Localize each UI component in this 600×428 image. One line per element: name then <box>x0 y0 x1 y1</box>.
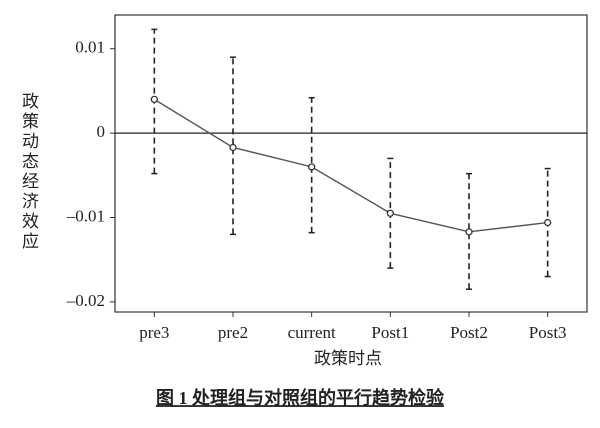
x-tick-label: pre2 <box>218 323 248 342</box>
caption: 图 1 处理组与对照组的平行趋势检验 <box>156 387 445 408</box>
y-tick-label: –0.02 <box>66 291 105 310</box>
point <box>465 228 473 236</box>
point <box>308 163 316 171</box>
y-tick-label: 0.01 <box>75 38 105 57</box>
point <box>544 218 552 227</box>
x-axis-label: 政策时点 <box>314 349 382 368</box>
trend-line <box>153 98 548 233</box>
y-tick-label: 0 <box>97 122 106 141</box>
x-tick-label: Post2 <box>450 323 488 342</box>
plot-frame <box>114 14 588 313</box>
x-tick-label: current <box>288 323 336 342</box>
point <box>150 95 158 104</box>
point <box>386 209 394 217</box>
y-axis-label: 政策动态经济效应 <box>19 92 38 252</box>
x-tick-label: Post3 <box>529 323 567 342</box>
point <box>229 143 237 152</box>
y-tick-label: –0.01 <box>66 206 105 225</box>
x-tick-label: pre3 <box>139 323 169 342</box>
x-tick-label: Post1 <box>371 323 409 342</box>
